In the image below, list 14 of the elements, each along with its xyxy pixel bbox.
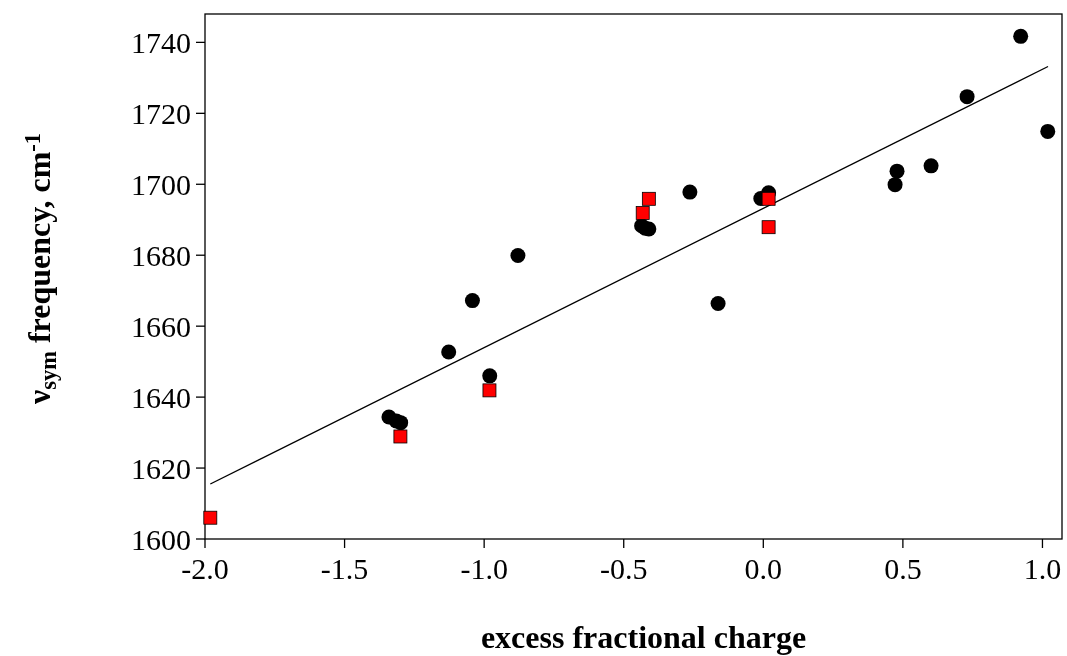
y-tick-label: 1620 [131, 451, 191, 485]
x-tick-label: -1.0 [460, 552, 508, 585]
x-tick-label: 1.0 [1023, 552, 1062, 585]
y-tick-label: 1720 [131, 96, 191, 130]
x-tick-label: -1.5 [320, 552, 369, 585]
x-tick-label: 0.0 [744, 552, 783, 585]
y-tick-label: 1660 [131, 309, 191, 343]
y-tick-label: 1640 [131, 380, 191, 414]
y-tick-label: 1680 [131, 238, 191, 272]
x-axis-title: excess fractional charge [480, 619, 807, 655]
y-tick-label: 1740 [131, 25, 191, 59]
x-tick-label: -0.5 [599, 552, 648, 585]
y-tick-label: 1700 [131, 167, 191, 201]
x-tick-label: 0.5 [884, 552, 922, 585]
